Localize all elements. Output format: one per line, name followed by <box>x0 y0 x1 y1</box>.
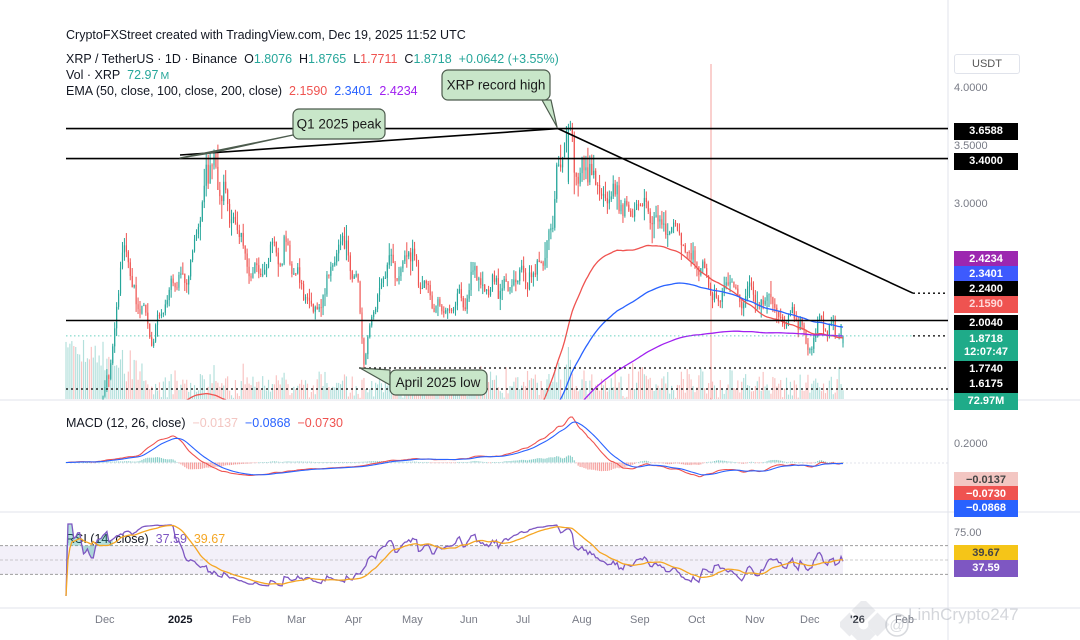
svg-text:@: @ <box>889 617 904 634</box>
